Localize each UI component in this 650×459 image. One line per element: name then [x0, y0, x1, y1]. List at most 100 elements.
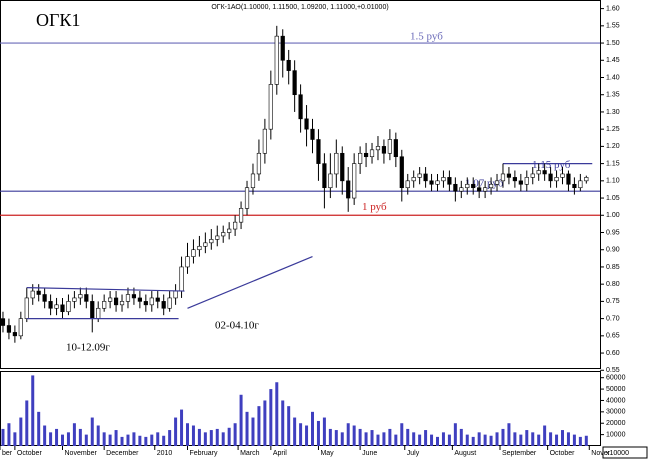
candle-body: [143, 301, 148, 306]
volume-bar: [78, 428, 82, 446]
volume-bar: [13, 432, 17, 446]
volume-bar: [412, 432, 416, 446]
x-tick-label: October: [550, 450, 576, 457]
volume-bar: [84, 434, 88, 446]
candle-body: [417, 173, 422, 178]
candle-body: [102, 301, 107, 309]
y-tick-label: 1.15: [606, 160, 620, 167]
volume-bar: [287, 406, 291, 446]
candle-body: [447, 177, 452, 185]
candle-body: [393, 139, 398, 158]
volume-bar: [513, 432, 517, 446]
volume-bar: [364, 432, 368, 446]
volume-bar: [49, 432, 53, 446]
volume-bar: [477, 432, 481, 446]
unit-box: [602, 446, 648, 459]
volume-bar: [525, 430, 529, 446]
level-label: 1 руб: [362, 201, 387, 213]
volume-bar: [441, 432, 445, 446]
volume-bar: [370, 430, 374, 446]
x-tick-label: April: [273, 450, 287, 457]
candle-body: [262, 128, 267, 154]
price-frame: [0, 0, 601, 369]
candle-body: [227, 228, 232, 233]
volume-bar: [162, 435, 166, 446]
volume-bar: [584, 435, 588, 446]
volume-tick-label: 50000: [606, 386, 626, 393]
candle-body: [108, 297, 113, 302]
volume-bar: [316, 420, 320, 446]
volume-bar: [340, 432, 344, 446]
candle-body: [429, 180, 434, 185]
volume-bar: [382, 432, 386, 446]
volume-bar: [572, 434, 576, 446]
candle-body: [304, 118, 309, 130]
candle-body: [483, 187, 488, 192]
x-tick-label: December: [106, 450, 139, 457]
volume-bar: [233, 423, 237, 446]
volume-bar: [239, 394, 243, 446]
candle-body: [500, 173, 506, 182]
candle-body: [298, 94, 303, 120]
candle-body: [60, 304, 65, 313]
volume-bar: [114, 430, 118, 446]
x-tick-label: February: [190, 450, 219, 457]
candle-body: [310, 128, 315, 140]
candle-body: [12, 332, 17, 337]
volume-bar: [61, 434, 64, 446]
candle-body: [381, 146, 387, 154]
candle-body: [441, 177, 446, 182]
candle-body: [292, 70, 297, 96]
candle-body: [369, 149, 375, 158]
candle-body: [358, 152, 363, 164]
x-tick-label: June: [362, 450, 377, 457]
y-tick-label: 0.85: [606, 264, 620, 271]
chart-title: ОГК1: [36, 10, 80, 30]
x-tick-label: July: [407, 450, 420, 457]
volume-bar: [561, 430, 564, 446]
candle-body: [471, 183, 476, 189]
y-tick-label: 1.35: [606, 92, 620, 99]
volume-bar: [168, 430, 172, 446]
candle-body: [268, 84, 273, 130]
candle-body: [66, 301, 71, 313]
candle-body: [36, 290, 41, 295]
volume-bar: [566, 432, 570, 446]
y-tick-label: 1.05: [606, 195, 620, 202]
volume-bar: [299, 423, 303, 446]
candle-body: [54, 304, 59, 309]
candle-body: [30, 290, 35, 299]
volume-bar: [156, 432, 160, 446]
candle-body: [149, 297, 154, 306]
candle-body: [405, 180, 410, 189]
candle-body: [6, 325, 12, 333]
y-tick-label: 1.55: [606, 23, 620, 30]
candle-body: [584, 177, 589, 182]
volume-bar: [1, 428, 5, 446]
volume-bar: [269, 389, 273, 446]
x-tick-label: ber: [2, 450, 13, 457]
y-tick-label: 0.90: [606, 247, 620, 254]
volume-bar: [257, 406, 261, 446]
candle-body: [256, 152, 262, 175]
volume-bar: [245, 411, 249, 446]
volume-bar: [436, 436, 439, 446]
x-tick-label: September: [502, 450, 537, 457]
candle-body: [286, 59, 291, 71]
candle-body: [423, 173, 428, 182]
candle-body: [18, 318, 23, 337]
candle-body: [238, 208, 244, 223]
volume-bar: [501, 428, 505, 446]
candle-body: [161, 301, 166, 309]
volume-bar: [406, 428, 410, 446]
candle-body: [280, 35, 285, 61]
volume-bar: [531, 432, 535, 446]
y-tick-label: 1.40: [606, 74, 620, 81]
candle-body: [465, 183, 470, 189]
candle-body: [90, 301, 95, 319]
volume-bar: [43, 425, 47, 446]
volume-bar: [447, 434, 451, 446]
volume-bar: [203, 432, 207, 446]
candle-body: [536, 170, 541, 175]
